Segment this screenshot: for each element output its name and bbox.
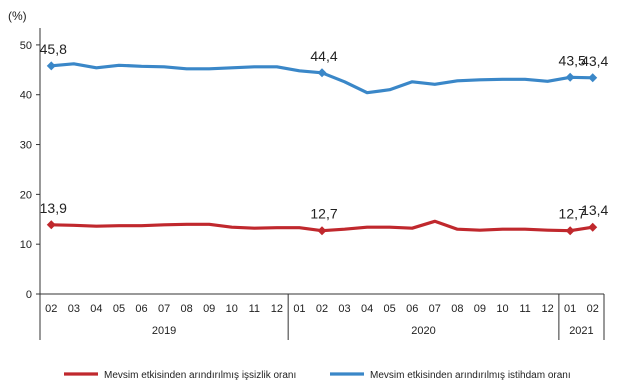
legend-label-2: Mevsim etkisinden arındırılmış istihdam … [370,370,571,381]
series-marker [317,226,327,236]
data-label: 13,4 [581,202,608,218]
x-tick-label: 07 [158,303,170,315]
x-tick-label: 08 [451,303,463,315]
year-label: 2020 [411,325,435,337]
y-axis: 0 10 20 30 40 50 [20,28,41,301]
x-tick-label: 12 [541,303,553,315]
x-tick-label: 11 [519,303,530,315]
x-tick-label: 02 [587,303,599,315]
data-label: 44,4 [310,48,337,64]
data-label-layer: 13,9 12,7 12,713,445,8 44,4 43,543,4 [40,41,609,222]
y-axis-unit-label: (%) [8,9,27,23]
x-tick-label: 04 [90,303,102,315]
series-marker [588,222,598,232]
data-label: 43,4 [581,53,608,69]
x-tick-label: 10 [496,303,508,315]
year-label: 2019 [152,325,176,337]
y-tick-label: 40 [20,90,32,102]
data-label: 13,9 [40,200,67,216]
x-tick-label: 03 [338,303,350,315]
x-tick-label: 02 [316,303,328,315]
x-tick-label: 11 [249,303,260,315]
y-tick-label: 10 [20,239,32,251]
x-tick-label: 09 [474,303,486,315]
y-tick-label: 30 [20,140,32,152]
x-tick-label: 01 [293,303,305,315]
series-marker [317,68,327,78]
y-tick-label: 50 [20,40,32,52]
y-tick-label: 20 [20,189,32,201]
x-axis: 02 03 04 05 06 07 08 09 10 11 12 01 02 03 04 05 06 07 08 09… [39,293,605,340]
series-line-2 [49,62,595,95]
x-tick-label: 06 [406,303,418,315]
series-layer [46,61,598,236]
x-tick-label: 08 [181,303,193,315]
series-marker [565,226,575,236]
x-tick-label: 07 [429,303,441,315]
x-tick-label: 05 [384,303,396,315]
legend-label-1: Mevsim etkisinden arındırılmış işsizlik … [104,370,296,381]
data-label: 12,7 [310,206,337,222]
y-tick-label: 0 [26,289,32,301]
data-label: 43,5 [559,52,586,68]
x-tick-label: 01 [564,303,576,315]
x-tick-label: 03 [68,303,80,315]
series-marker [46,220,56,230]
legend: Mevsim etkisinden arındırılmış işsizlik … [64,370,571,381]
data-label: 45,8 [40,41,67,57]
x-tick-label: 04 [361,303,373,315]
x-tick-label: 06 [135,303,147,315]
series-marker [46,61,56,71]
x-tick-label: 12 [271,303,283,315]
series-marker [588,73,598,83]
year-label: 2021 [569,325,593,337]
x-tick-label: 05 [113,303,125,315]
x-tick-label: 02 [45,303,57,315]
series-marker [565,72,575,82]
x-tick-label: 09 [203,303,215,315]
data-label: 12,7 [559,206,586,222]
x-tick-label: 10 [226,303,238,315]
